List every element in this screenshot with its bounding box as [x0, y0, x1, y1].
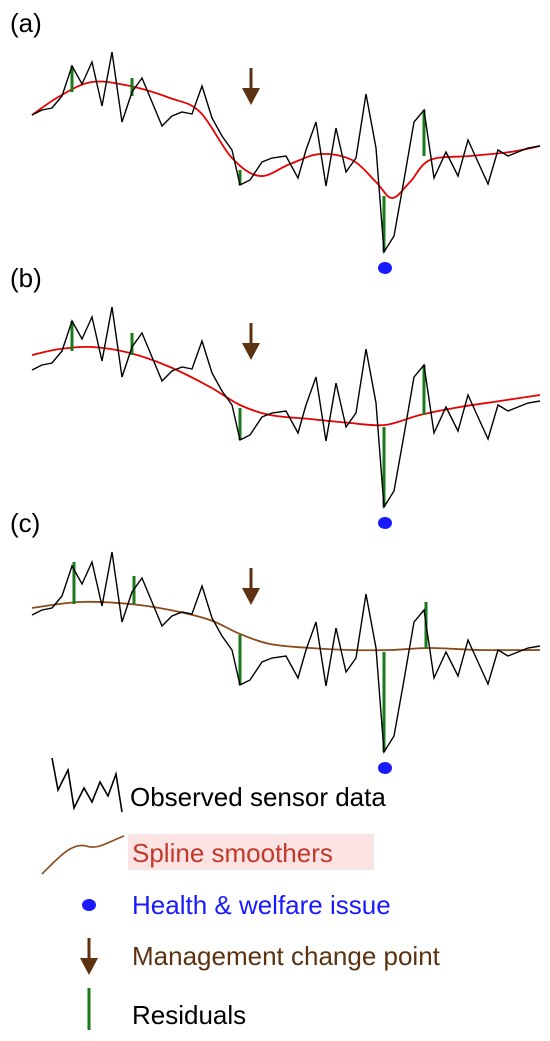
legend-label-highlight	[128, 834, 374, 870]
health-issue-dot-b	[378, 517, 392, 529]
legend-label-observed: Observed sensor data	[130, 782, 386, 812]
spline-smoother-a	[31, 80, 541, 199]
legend: Observed sensor data Spline smoothers He…	[41, 757, 441, 1030]
observed-sensor-line	[31, 306, 541, 510]
panel-b: (b)	[10, 263, 541, 529]
spline-smoother-b	[31, 345, 541, 427]
panel-label-a: (a)	[10, 8, 42, 38]
down-arrow-icon	[242, 343, 260, 360]
dot-icon	[82, 899, 96, 911]
management-change-arrow-a	[242, 68, 260, 105]
observed-sensor-line-a	[31, 51, 541, 255]
observed-sensor-line	[31, 551, 541, 755]
legend-item-observed: Observed sensor data	[51, 757, 386, 813]
dot-icon	[378, 517, 392, 529]
panel-a: (a)	[10, 8, 541, 274]
management-change-arrow-c	[242, 568, 260, 605]
curve-icon	[41, 835, 125, 875]
down-arrow-icon	[242, 588, 260, 605]
health-issue-dot-c	[378, 762, 392, 774]
spline-curve	[31, 345, 541, 427]
spline-smoother-c	[31, 600, 541, 652]
legend-item-residuals: Residuals	[87, 988, 246, 1030]
spline-curve	[31, 600, 541, 652]
legend-label-health: Health & welfare issue	[132, 890, 391, 920]
observed-sensor-line-c	[31, 551, 541, 755]
observed-sensor-line	[31, 51, 541, 255]
legend-item-health: Health & welfare issue	[82, 890, 391, 920]
observed-sensor-line-b	[31, 306, 541, 510]
spline-curve	[31, 80, 541, 199]
panel-c: (c)	[10, 508, 541, 774]
residuals-b	[70, 321, 426, 507]
down-arrow-icon	[242, 88, 260, 105]
legend-item-spline: Spline smoothers	[41, 834, 374, 875]
zigzag-icon	[51, 757, 123, 813]
dot-icon	[378, 262, 392, 274]
legend-label-spline: Spline smoothers	[132, 838, 333, 868]
management-change-arrow-b	[242, 323, 260, 360]
down-arrow-icon	[80, 938, 98, 975]
legend-label-management: Management change point	[132, 941, 441, 971]
health-issue-dot-a	[378, 262, 392, 274]
legend-label-residuals: Residuals	[132, 1000, 246, 1030]
panel-label-c: (c)	[10, 508, 40, 538]
dot-icon	[378, 762, 392, 774]
panel-label-b: (b)	[10, 263, 42, 293]
legend-item-management: Management change point	[80, 938, 441, 975]
residuals-c	[72, 562, 428, 752]
